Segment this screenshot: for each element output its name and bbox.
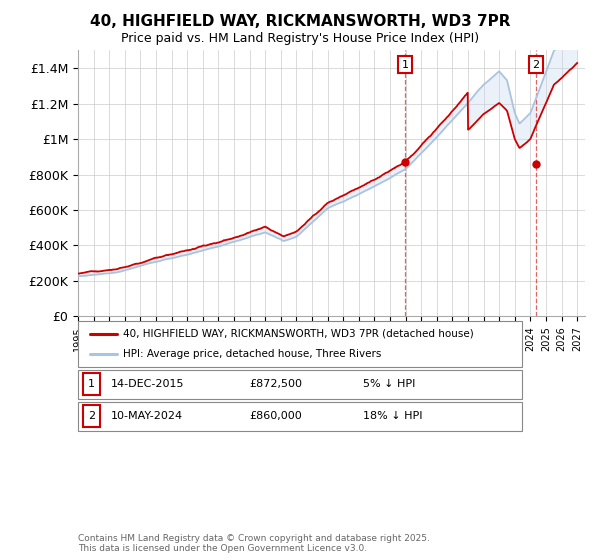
Text: 1: 1 xyxy=(401,59,409,69)
Text: 14-DEC-2015: 14-DEC-2015 xyxy=(111,379,185,389)
Text: 1: 1 xyxy=(88,379,95,389)
Text: Price paid vs. HM Land Registry's House Price Index (HPI): Price paid vs. HM Land Registry's House … xyxy=(121,32,479,45)
Text: 40, HIGHFIELD WAY, RICKMANSWORTH, WD3 7PR (detached house): 40, HIGHFIELD WAY, RICKMANSWORTH, WD3 7P… xyxy=(123,329,474,339)
Text: Contains HM Land Registry data © Crown copyright and database right 2025.
This d: Contains HM Land Registry data © Crown c… xyxy=(78,534,430,553)
Text: 2: 2 xyxy=(533,59,540,69)
Text: 40, HIGHFIELD WAY, RICKMANSWORTH, WD3 7PR: 40, HIGHFIELD WAY, RICKMANSWORTH, WD3 7P… xyxy=(90,14,510,29)
Text: 18% ↓ HPI: 18% ↓ HPI xyxy=(363,411,422,421)
Text: 2: 2 xyxy=(88,411,95,421)
Text: 10-MAY-2024: 10-MAY-2024 xyxy=(111,411,183,421)
Text: 5% ↓ HPI: 5% ↓ HPI xyxy=(363,379,415,389)
Text: £872,500: £872,500 xyxy=(249,379,302,389)
Text: HPI: Average price, detached house, Three Rivers: HPI: Average price, detached house, Thre… xyxy=(123,349,382,359)
Text: £860,000: £860,000 xyxy=(249,411,302,421)
